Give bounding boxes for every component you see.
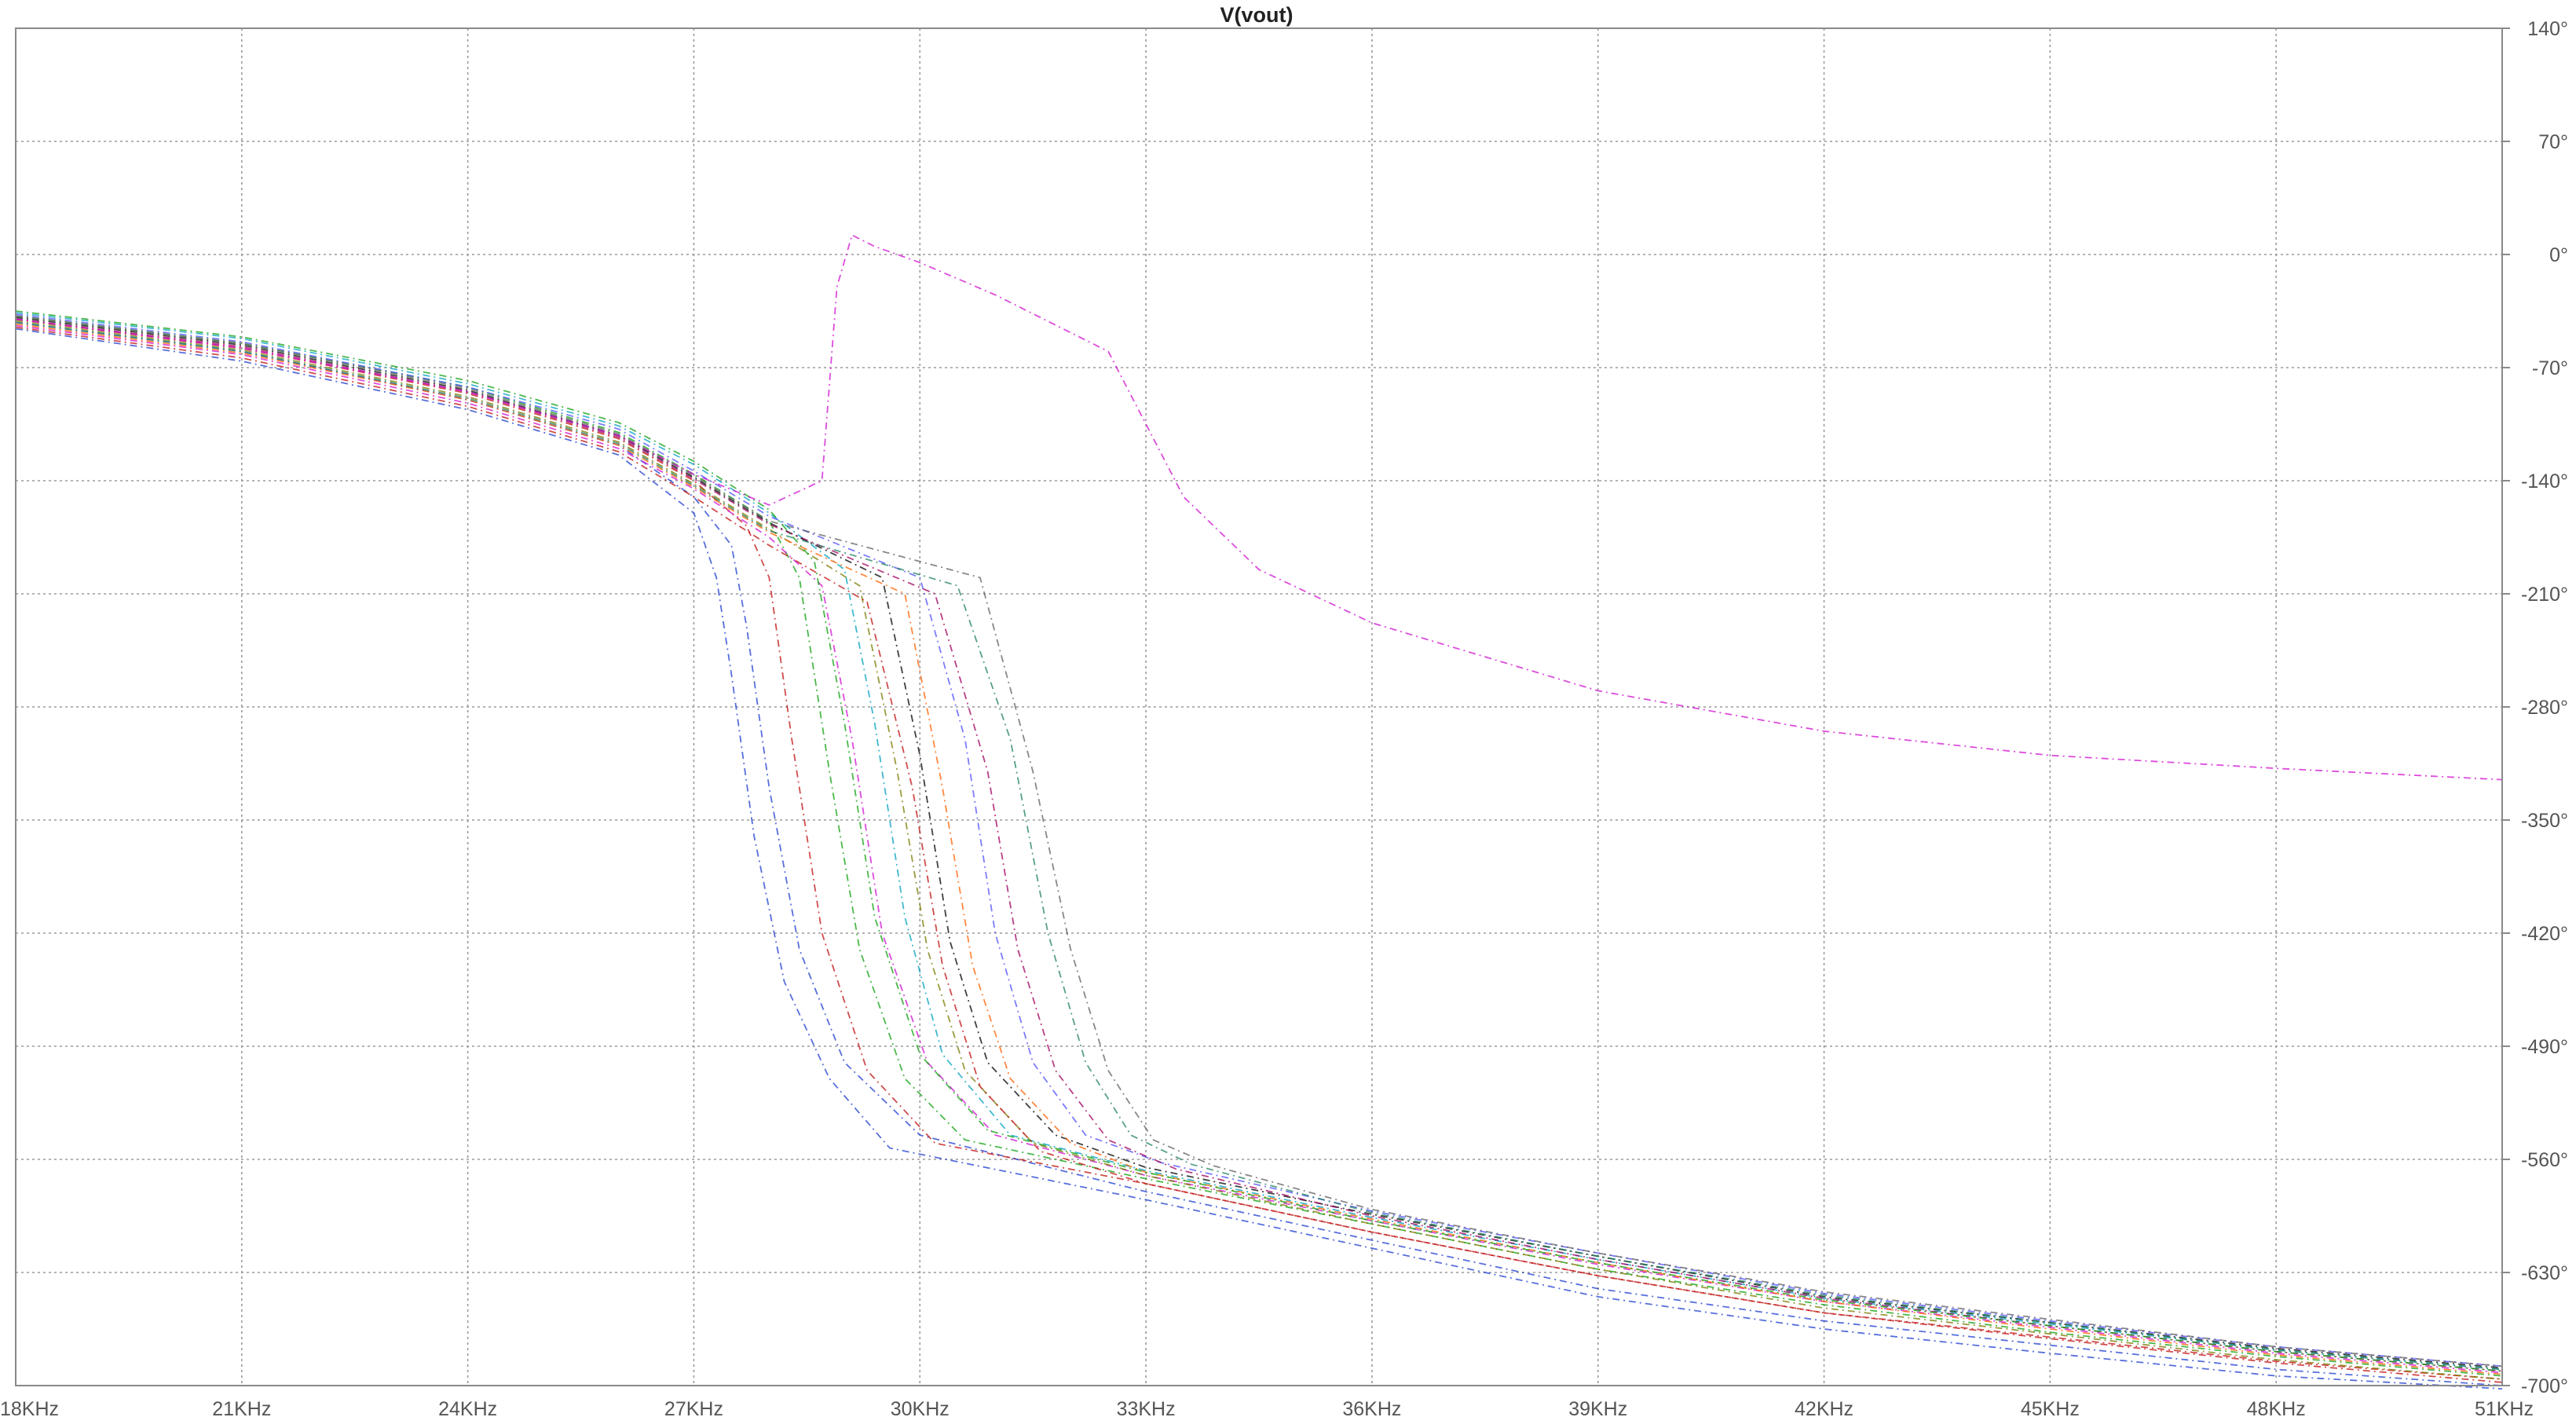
y-tick-label: -350° — [2521, 810, 2568, 832]
x-tick-label: 24KHz — [438, 1398, 497, 1420]
y-tick-label: -700° — [2521, 1375, 2568, 1397]
y-tick-label: 140° — [2527, 18, 2568, 40]
series-line-5 — [15, 312, 2503, 1371]
chart-title: V(vout) — [1220, 3, 1293, 27]
x-tick-label: 36KHz — [1342, 1398, 1401, 1420]
series-line-1 — [15, 321, 2503, 1386]
x-axis-ticks: 18KHz 21KHz 24KHz 27KHz 30KHz 33KHz 36KHz 39KHz… — [0, 1398, 2534, 1420]
y-tick-label: -420° — [2521, 923, 2568, 945]
plot-frame — [15, 27, 2503, 1386]
x-tick-label: 21KHz — [212, 1398, 271, 1420]
x-tick-label: 39KHz — [1568, 1398, 1627, 1420]
series-line-9 — [15, 313, 2503, 1368]
series-line-14 — [15, 326, 2503, 1383]
y-tick-label: 70° — [2538, 131, 2568, 153]
x-tick-label: 48KHz — [2247, 1398, 2306, 1420]
series-group — [15, 234, 2503, 1390]
grid — [15, 27, 2503, 1386]
series-line-7 — [15, 317, 2503, 1369]
y-tick-label: -560° — [2521, 1149, 2568, 1171]
series-line-8 — [15, 323, 2503, 1375]
x-tick-label: 51KHz — [2475, 1398, 2534, 1420]
x-tick-label: 33KHz — [1117, 1398, 1176, 1420]
series-line-16 — [15, 234, 2503, 781]
series-line-15 — [15, 310, 2503, 1372]
x-tick-label: 45KHz — [2021, 1398, 2080, 1420]
y-axis-ticks: 140° 70° 0° -70° -140° -210° -280° -350° -420° -4… — [2502, 18, 2568, 1397]
x-tick-label: 27KHz — [664, 1398, 723, 1420]
x-tick-label: 42KHz — [1795, 1398, 1853, 1420]
y-tick-label: -70° — [2532, 357, 2568, 379]
y-tick-label: -630° — [2521, 1262, 2568, 1284]
y-tick-label: -280° — [2521, 697, 2568, 719]
series-line-2 — [15, 318, 2503, 1380]
y-tick-label: -210° — [2521, 584, 2568, 606]
x-tick-label: 18KHz — [0, 1398, 59, 1420]
y-tick-label: 0° — [2549, 244, 2568, 266]
series-line-3 — [15, 315, 2503, 1377]
x-tick-label: 30KHz — [891, 1398, 950, 1420]
series-line-10 — [15, 318, 2503, 1372]
series-line-13 — [15, 328, 2503, 1390]
series-line-11 — [15, 321, 2503, 1371]
series-line-6 — [15, 320, 2503, 1380]
series-line-12 — [15, 315, 2503, 1368]
y-tick-label: -140° — [2521, 471, 2568, 492]
y-tick-label: -490° — [2521, 1036, 2568, 1058]
